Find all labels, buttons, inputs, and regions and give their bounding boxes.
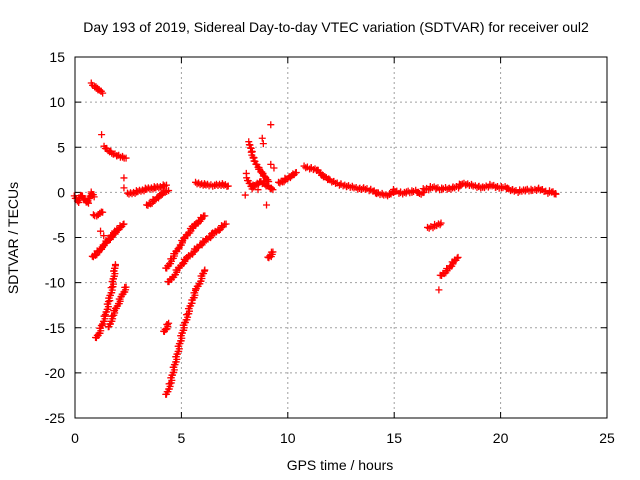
data-point: [222, 220, 230, 228]
data-point: [100, 232, 108, 240]
y-tick-labels: -25 -20 -15 -10 -5 0 5 10 15: [45, 49, 65, 426]
data-point: [254, 186, 262, 194]
series-arc-20: [419, 179, 560, 198]
data-point: [98, 131, 106, 139]
data-point: [437, 219, 445, 227]
data-point: [429, 224, 437, 232]
series-arc-08: [123, 181, 171, 198]
series-arc-12: [164, 220, 230, 286]
data-point: [192, 178, 200, 186]
data-point: [201, 266, 209, 274]
data-point: [99, 208, 107, 216]
y-tick-label: -20: [45, 365, 65, 381]
data-point: [120, 184, 128, 192]
y-tick-label: -15: [45, 320, 65, 336]
data-point: [269, 248, 277, 256]
data-point: [454, 253, 462, 261]
data-point: [120, 220, 128, 228]
data-point: [99, 89, 107, 97]
series-arc-16: [243, 174, 277, 194]
data-point: [269, 186, 277, 194]
y-tick-label: 15: [49, 49, 65, 65]
series-arc-04: [88, 220, 128, 261]
plot-frame: [74, 56, 608, 419]
series-arc-15: [245, 138, 273, 186]
series-arc-09: [143, 187, 173, 209]
series-arc-19: [300, 162, 428, 200]
data-point: [164, 321, 172, 329]
series-isolated-a: [97, 131, 128, 240]
x-tick-label: 20: [493, 430, 509, 446]
series-arc-11: [162, 212, 209, 272]
y-tick-label: 5: [57, 139, 65, 155]
data-point: [97, 227, 105, 235]
data-point: [195, 179, 203, 187]
series-arc-13: [162, 266, 209, 398]
data-point: [165, 319, 173, 327]
data-point: [552, 190, 560, 198]
data-point: [258, 134, 266, 142]
data-point: [399, 190, 407, 198]
y-tick-label: -5: [53, 230, 66, 246]
data-point: [436, 221, 444, 229]
series-arc-02: [87, 79, 107, 97]
x-tick-labels: 0 5 10 15 20 25: [71, 430, 615, 446]
data-point: [263, 201, 271, 209]
data-point: [259, 140, 267, 148]
series-arc-18: [275, 169, 300, 187]
series-arc-06: [104, 283, 130, 331]
series-arc-17: [264, 248, 277, 262]
data-point: [200, 180, 208, 188]
data-point: [120, 174, 128, 182]
data-point: [415, 189, 423, 197]
series-arc-21: [423, 219, 445, 232]
data-point: [292, 169, 300, 177]
x-tick-label: 0: [71, 430, 79, 446]
data-point: [165, 187, 173, 195]
x-tick-label: 25: [599, 430, 615, 446]
data-point: [453, 254, 461, 262]
data-point: [122, 283, 130, 291]
data-point: [241, 191, 249, 199]
series-isolated-b: [241, 121, 278, 209]
data-point: [433, 222, 441, 230]
data-point: [425, 186, 433, 194]
y-tick-label: 0: [57, 184, 65, 200]
y-tick-label: -25: [45, 410, 65, 426]
x-tick-label: 15: [386, 430, 402, 446]
data-point: [242, 169, 250, 177]
series-arc-03: [89, 208, 107, 220]
data-point: [325, 175, 333, 183]
series-isolated-c: [435, 286, 443, 294]
y-tick-label: 10: [49, 94, 65, 110]
data-point: [267, 160, 275, 168]
y-tick-label: -10: [45, 275, 65, 291]
data-point: [220, 181, 228, 189]
series-arc-22: [436, 253, 462, 280]
data-point: [111, 261, 119, 269]
x-tick-label: 10: [280, 430, 296, 446]
data-point: [122, 154, 130, 162]
data-point: [201, 212, 209, 220]
chart-title: Day 193 of 2019, Sidereal Day-to-day VTE…: [83, 19, 589, 35]
series-arc-10: [160, 319, 173, 335]
series-arc-14: [192, 178, 232, 190]
data-point: [267, 121, 275, 129]
x-tick-label: 5: [178, 430, 186, 446]
data-point: [435, 286, 443, 294]
data-point: [224, 182, 232, 190]
x-axis-label: GPS time / hours: [287, 457, 394, 473]
series-arc-07: [100, 142, 130, 162]
data-points: [70, 79, 560, 398]
data-point: [90, 193, 98, 201]
y-axis-label: SDTVAR / TECUs: [5, 182, 21, 294]
gridlines: [75, 57, 607, 418]
data-point: [163, 181, 171, 189]
data-point: [270, 164, 278, 172]
series-arc-05: [92, 261, 119, 342]
